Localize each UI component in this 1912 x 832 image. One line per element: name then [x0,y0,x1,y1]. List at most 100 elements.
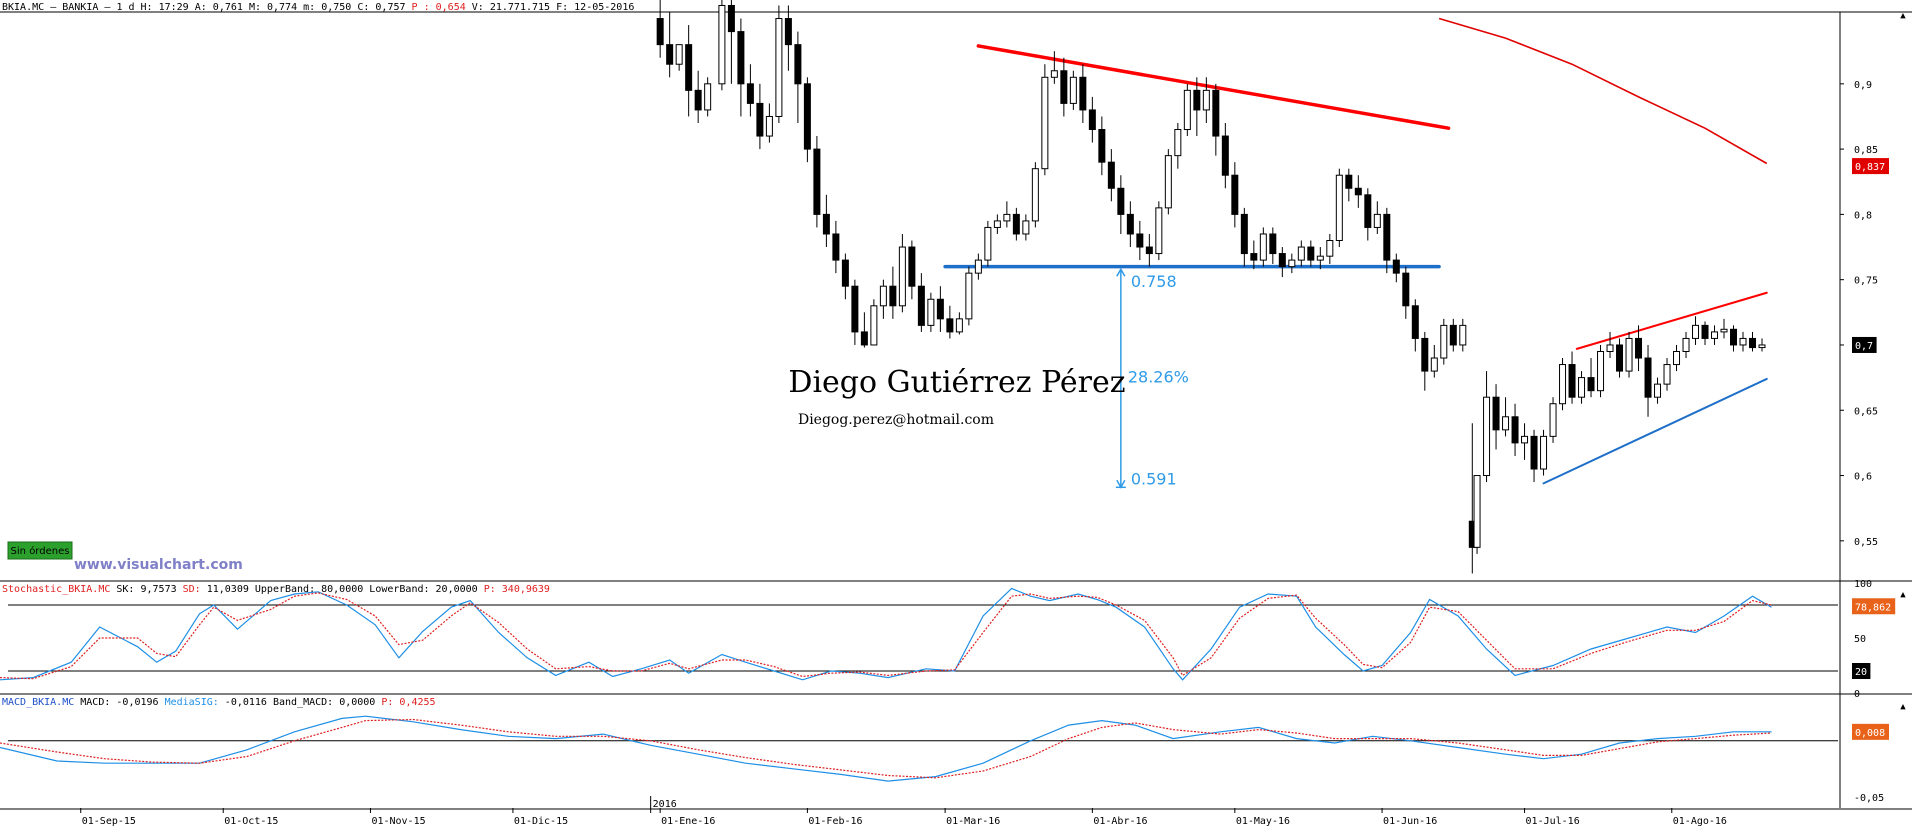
stochastic-legend-part: SD: [177,584,207,595]
candle-body [765,115,773,137]
candle-body [1364,194,1372,228]
stochastic-legend-part: 11,0309 [207,584,249,595]
candle [1459,318,1467,352]
candle [675,44,683,71]
candle [1578,371,1586,404]
candle [1606,331,1614,359]
candle-body [870,305,878,346]
candle-body [1231,174,1239,215]
candle-body [1411,305,1419,339]
trend-lines [943,17,1768,485]
header-close: 0,757 [375,2,405,13]
moving-average-line [1438,17,1768,165]
candle [1758,338,1766,352]
candle-body [1449,324,1457,346]
date-tick-label: 01-Nov-15 [371,816,425,827]
price-tick-label: 0,75 [1854,276,1878,287]
candle-body [879,285,887,307]
candle [1521,423,1529,460]
candle [841,253,849,300]
candle [756,83,764,150]
candle-body [1440,324,1448,359]
candle [1549,397,1557,443]
candle [1739,331,1747,352]
candle-body [784,18,792,46]
candle [1701,321,1709,345]
candle-body [1578,377,1586,398]
candle [870,299,878,346]
candle-body [1701,324,1709,339]
macd-macd-line [0,715,1772,782]
site-watermark: www.visualchart.com [74,557,243,573]
candle-body [1050,70,1058,78]
candle [1003,201,1011,228]
channel-lower-line [1542,377,1768,485]
panel-resize-arrows[interactable]: ▲ ▲ ▲ [1900,11,1906,712]
candle-body [694,89,702,111]
orders-button[interactable]: Sin órdenes [7,541,73,560]
candle-body [1587,377,1595,392]
candle [694,70,702,123]
macd-legend-part: MediaSIG: [159,697,225,708]
candle [1663,358,1671,391]
candle-body [1402,272,1410,307]
stochastic-badge-box [1852,598,1896,615]
header-low: 0,750 [321,2,351,13]
candle-body [1278,253,1286,268]
candle [1231,162,1239,228]
candle [879,279,887,319]
macd-legend-part: P: [375,697,399,708]
candle-body [737,31,745,85]
header-high: 0,774 [267,2,297,13]
candle-body [955,318,963,333]
candle [1326,233,1334,265]
candle-body [1269,233,1277,255]
candle-body [1711,331,1719,339]
candle-body [1107,161,1115,189]
date-tick-label: 01-Mar-16 [946,816,1000,827]
price-badge: 0,7 [1852,336,1877,353]
candle [803,77,811,163]
candle-body [813,148,821,215]
stochastic-panel: Stochastic_BKIA.MC SK: 9,7573 SD: 11,030… [0,579,1872,700]
candles [656,0,1766,574]
price-badge-label: 0,837 [1855,162,1885,173]
candle [813,136,821,228]
candle [1597,344,1605,398]
stochastic-legend-part: 20,0000 [436,584,478,595]
measure-tool: 0.758 28.26% 0.591 [1115,267,1189,489]
panel-frames [0,11,1912,810]
measure-arrow-top [1116,267,1126,277]
candle [1373,201,1381,234]
candle-body [1606,344,1614,352]
price-tick-label: 0,85 [1854,145,1878,156]
macd-badge-box [1852,723,1889,740]
date-tick-label: 01-Ene-16 [661,816,715,827]
candle-body [1597,350,1605,392]
header-volume: 21.771.715 [490,2,550,13]
candle-body [965,272,973,320]
candle-body [1692,324,1700,339]
candle [1022,214,1030,241]
candle [1692,316,1700,345]
candle [1449,318,1457,352]
candle [1654,377,1662,404]
candle [1079,64,1087,123]
candle [685,25,693,117]
candle-body [1288,259,1296,268]
stochastic-badge: 78,862 [1852,598,1896,615]
stochastic-legend-part: Stochastic_BKIA.MC [2,584,110,595]
candle-body [860,331,868,346]
candle [1682,331,1690,359]
candle-body [898,246,906,307]
candle-body [704,83,712,111]
candle [1364,188,1372,241]
candle-body [1003,213,1011,222]
candle [1644,344,1652,417]
candle [1183,83,1191,137]
candle [955,312,963,335]
candle [666,12,674,78]
candle [974,253,982,280]
candle [1711,325,1719,345]
